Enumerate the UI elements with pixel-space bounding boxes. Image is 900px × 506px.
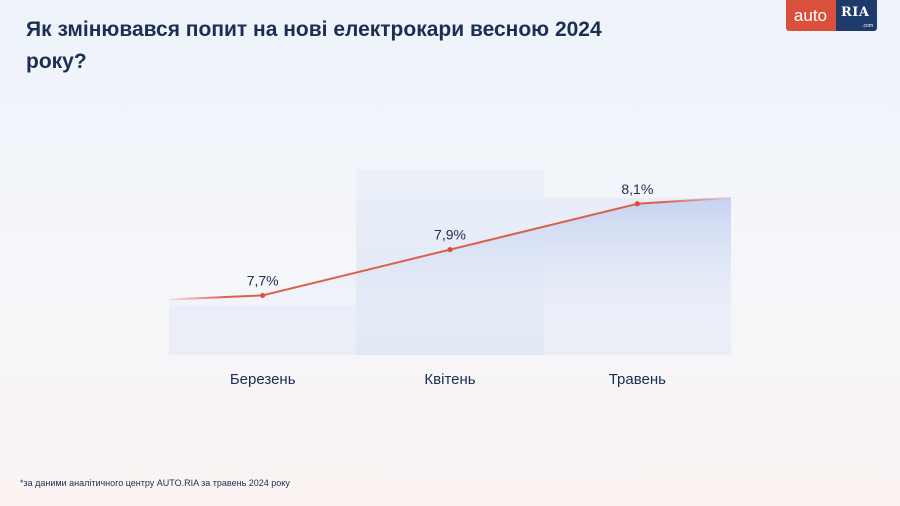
data-point[interactable]	[447, 246, 453, 253]
data-label: 7,7%	[247, 272, 279, 288]
logo-ria-badge: RIA .com	[836, 0, 877, 31]
data-point[interactable]	[634, 201, 640, 207]
logo-ria-text: RIA	[841, 5, 870, 20]
logo-ria-com: .com	[862, 23, 873, 29]
x-tick-label: Березень	[230, 371, 296, 388]
data-label: 7,9%	[434, 227, 466, 243]
data-label: 8,1%	[621, 181, 653, 197]
page-title: Як змінювався попит на нові електрокари …	[26, 18, 602, 73]
logo-auto-text: auto	[785, 0, 836, 31]
auto-ria-logo[interactable]: auto RIA .com	[785, 0, 877, 31]
series-area	[169, 197, 731, 355]
footnote: *за даними аналітичного центру AUTO.RIA …	[20, 478, 290, 488]
data-point[interactable]	[260, 292, 266, 299]
x-tick-label: Травень	[609, 371, 666, 388]
x-tick-label: Квітень	[424, 371, 475, 388]
